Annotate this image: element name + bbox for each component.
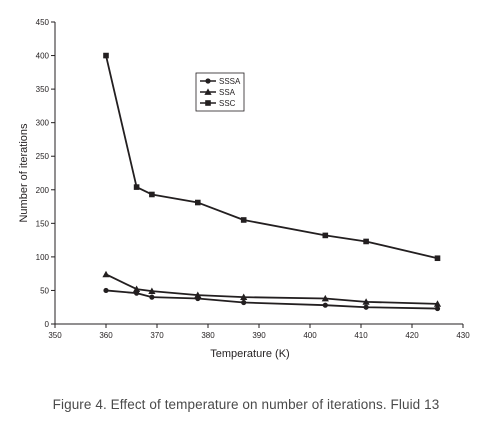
series-line-ssa xyxy=(105,273,438,305)
series-line-ssc xyxy=(105,55,438,260)
y-tick-label: 0 xyxy=(45,320,50,329)
y-tick-label: 200 xyxy=(36,186,50,195)
legend-marker-ssa xyxy=(204,88,212,95)
x-tick-label: 410 xyxy=(354,331,368,340)
data-point-ssa xyxy=(362,298,370,305)
data-point-sssa xyxy=(241,299,247,306)
legend: SSSA SSA SSC xyxy=(195,72,245,112)
data-point-ssa xyxy=(321,294,329,302)
y-axis-title: Number of iterations xyxy=(18,123,30,223)
data-point-ssa xyxy=(240,293,248,301)
axes: 350 360 370 380 390 400 410 420 430 0 50 100 150 200 2… xyxy=(36,18,471,340)
data-point-sssa xyxy=(103,287,109,294)
x-tick-label: 380 xyxy=(201,331,215,340)
legend-marker-sssa xyxy=(205,78,211,84)
y-tick-label: 450 xyxy=(36,18,50,27)
y-tick-label: 100 xyxy=(36,253,50,262)
legend-item-ssc: SSC xyxy=(200,99,236,108)
x-tick-label: 390 xyxy=(252,331,266,340)
x-tick-label: 400 xyxy=(303,331,317,340)
legend-label: SSC xyxy=(219,99,236,108)
plot-area xyxy=(102,52,442,312)
x-tick-label: 370 xyxy=(150,331,164,340)
data-point-ssc xyxy=(149,191,155,198)
data-point-ssc xyxy=(322,232,329,239)
y-tick-label: 400 xyxy=(36,52,50,61)
figure-caption: Figure 4. Effect of temperature on numbe… xyxy=(52,397,440,412)
data-point-ssa xyxy=(133,285,141,292)
y-tick-label: 250 xyxy=(36,152,50,161)
data-point-ssc xyxy=(133,184,140,190)
data-point-ssc xyxy=(103,52,109,59)
y-tick-label: 350 xyxy=(36,85,50,94)
x-tick-label: 350 xyxy=(48,331,62,340)
x-tick-label: 360 xyxy=(99,331,113,340)
line-chart: 350 360 370 380 390 400 410 420 430 0 50 100 150 200 2… xyxy=(18,18,471,360)
data-point-sssa xyxy=(363,304,369,310)
data-point-ssa xyxy=(194,291,202,299)
y-tick-label: 50 xyxy=(40,286,49,295)
series-ssa xyxy=(102,270,442,307)
legend-label: SSSA xyxy=(219,77,241,86)
data-point-ssa xyxy=(433,300,442,307)
data-point-ssc xyxy=(195,199,201,206)
x-axis-title: Temperature (K) xyxy=(210,348,289,360)
x-tick-label: 430 xyxy=(456,331,470,340)
series-line-sssa xyxy=(105,289,438,310)
data-point-ssc xyxy=(240,217,247,223)
legend-marker-ssc xyxy=(205,100,211,106)
y-tick-label: 150 xyxy=(36,219,50,228)
data-point-sssa xyxy=(149,294,155,300)
y-tick-label: 300 xyxy=(36,119,50,128)
legend-item-ssa: SSA xyxy=(200,88,236,97)
data-point-sssa xyxy=(434,305,441,312)
data-point-ssa xyxy=(102,270,110,278)
x-tick-label: 420 xyxy=(405,331,419,340)
data-point-ssa xyxy=(148,287,156,294)
data-point-sssa xyxy=(322,302,328,308)
data-point-ssc xyxy=(434,255,441,262)
data-point-ssc xyxy=(363,238,369,245)
legend-item-sssa: SSSA xyxy=(200,77,241,86)
series-ssc xyxy=(103,52,441,262)
legend-label: SSA xyxy=(219,88,236,97)
